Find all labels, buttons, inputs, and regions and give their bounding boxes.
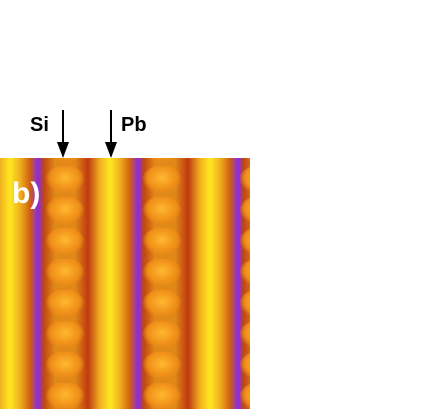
panel-label: b) [12,177,40,210]
stm-image [0,158,250,409]
si-arrowhead [57,142,69,158]
si-label: Si [30,114,49,136]
pb-arrowhead [105,142,117,158]
pb-label: Pb [121,114,147,136]
